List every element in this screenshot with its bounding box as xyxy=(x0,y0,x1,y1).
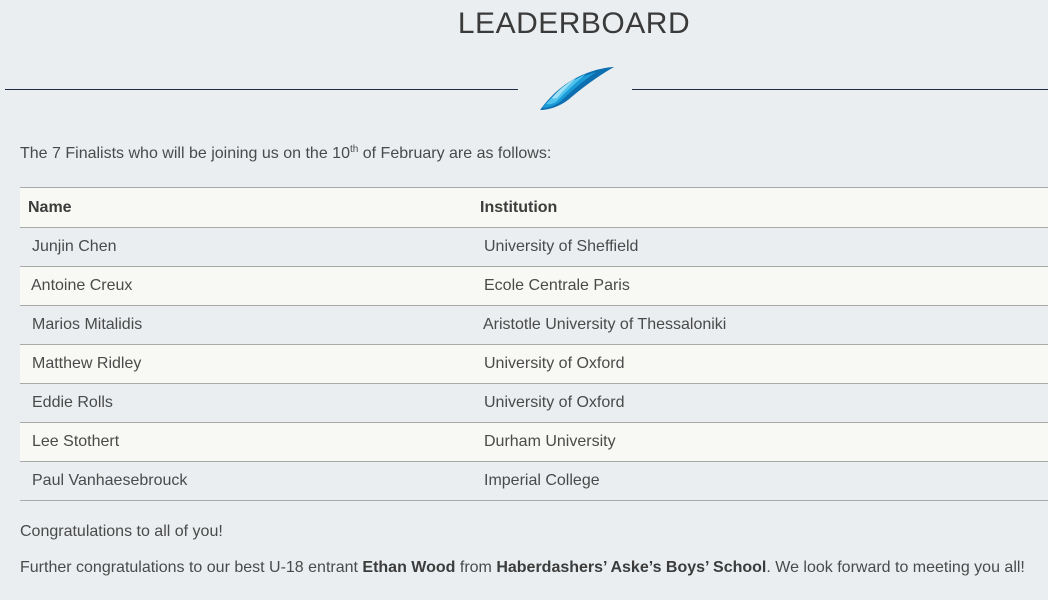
intro-text-after: of February are as follows: xyxy=(358,145,552,162)
finalists-intro: The 7 Finalists who will be joining us o… xyxy=(20,144,551,164)
table-row: Antoine Creux Ecole Centrale Paris xyxy=(20,266,1048,306)
entrant-name: Ethan Wood xyxy=(362,559,456,576)
finalist-name: Antoine Creux xyxy=(20,266,472,306)
column-header-name: Name xyxy=(20,187,472,228)
table-row: Lee Stothert Durham University xyxy=(20,422,1048,462)
table-header-row: Name Institution xyxy=(20,187,1048,228)
further-text-3: . We look forward to meeting you all! xyxy=(766,559,1025,576)
intro-ordinal-suffix: th xyxy=(349,144,359,155)
finalist-institution: Durham University xyxy=(472,422,1048,462)
finalist-name: Paul Vanhaesebrouck xyxy=(20,461,472,501)
finalist-name: Marios Mitalidis xyxy=(20,305,472,345)
column-header-institution: Institution xyxy=(472,187,1048,228)
finalist-institution: Imperial College xyxy=(472,461,1048,501)
finalist-institution: University of Oxford xyxy=(472,344,1048,384)
header-divider-right xyxy=(632,89,1048,90)
school-name: Haberdashers’ Aske’s Boys’ School xyxy=(496,559,767,576)
finalist-name: Eddie Rolls xyxy=(20,383,472,423)
further-text-2: from xyxy=(455,559,497,576)
table-row: Marios Mitalidis Aristotle University of… xyxy=(20,305,1048,345)
finalists-table: Name Institution Junjin Chen University … xyxy=(20,187,1048,501)
finalist-institution: University of Oxford xyxy=(472,383,1048,423)
feather-logo-icon xyxy=(540,67,614,110)
further-congratulations: Further congratulations to our best U-18… xyxy=(20,558,1025,578)
table-row: Matthew Ridley University of Oxford xyxy=(20,344,1048,384)
finalist-institution: Aristotle University of Thessaloniki xyxy=(472,305,1048,345)
congratulations-text: Congratulations to all of you! xyxy=(20,523,223,540)
table-row: Junjin Chen University of Sheffield xyxy=(20,227,1048,267)
table-row: Paul Vanhaesebrouck Imperial College xyxy=(20,461,1048,501)
further-text-1: Further congratulations to our best U-18… xyxy=(20,559,363,576)
table-row: Eddie Rolls University of Oxford xyxy=(20,383,1048,423)
finalist-name: Lee Stothert xyxy=(20,422,472,462)
finalist-name: Junjin Chen xyxy=(20,227,472,267)
finalist-institution: Ecole Centrale Paris xyxy=(472,266,1048,306)
finalist-institution: University of Sheffield xyxy=(472,227,1048,267)
header-divider-left xyxy=(5,89,518,90)
page-title: LEADERBOARD xyxy=(457,7,691,40)
finalist-name: Matthew Ridley xyxy=(20,344,472,384)
intro-text-before: The 7 Finalists who will be joining us o… xyxy=(20,145,350,162)
